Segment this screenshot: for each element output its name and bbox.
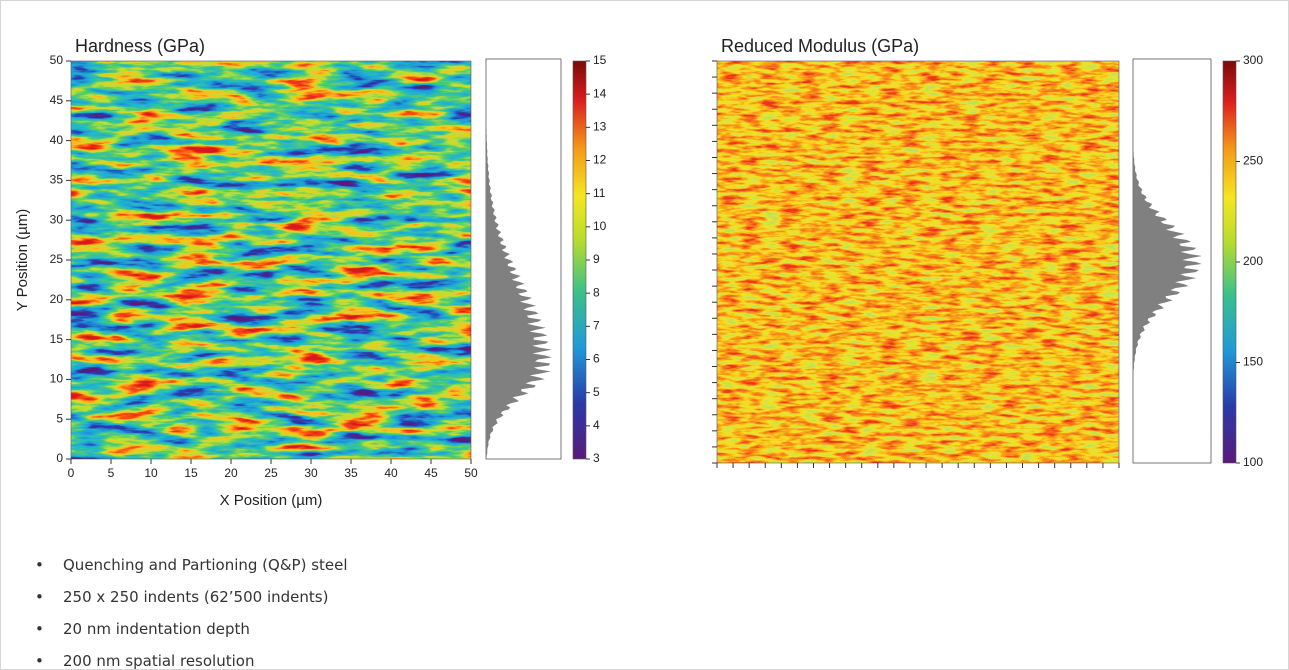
colorbar-tick-label: 7: [593, 319, 600, 333]
x-tick-label: 35: [344, 466, 358, 480]
colorbar: [572, 60, 587, 460]
y-tick-label: 25: [50, 252, 64, 266]
colorbar-tick-label: 4: [593, 418, 600, 432]
colorbar-tick-label: 100: [1243, 455, 1263, 469]
y-tick-label: 5: [56, 411, 63, 425]
x-tick-label: 15: [184, 466, 198, 480]
x-tick-label: 20: [224, 466, 238, 480]
colorbar: [1222, 60, 1237, 464]
y-tick-label: 15: [50, 332, 64, 346]
colorbar-tick-label: 11: [593, 186, 606, 200]
x-tick-label: 50: [464, 466, 478, 480]
x-axis-label: X Position (µm): [220, 492, 323, 509]
x-tick-label: 10: [144, 466, 158, 480]
heatmap: [717, 61, 1119, 463]
y-axis-label: Y Position (µm): [14, 209, 31, 312]
x-tick-label: 45: [424, 466, 438, 480]
colorbar-tick-label: 3: [593, 451, 600, 465]
colorbar-tick-label: 10: [593, 219, 607, 233]
histogram: [1133, 61, 1202, 463]
colorbar-tick-label: 8: [593, 285, 600, 299]
colorbar-tick-label: 14: [593, 86, 607, 100]
colorbar-tick-label: 6: [593, 352, 600, 366]
y-tick-label: 35: [50, 173, 64, 187]
note: 20 nm indentation depth: [35, 613, 348, 645]
y-tick-label: 50: [50, 53, 64, 67]
notes: Quenching and Partioning (Q&P) steel 250…: [35, 549, 348, 669]
note: Quenching and Partioning (Q&P) steel: [35, 549, 348, 581]
x-tick-label: 0: [68, 466, 75, 480]
y-tick-label: 30: [50, 212, 64, 226]
chart-title: Hardness (GPa): [75, 36, 205, 56]
colorbar-tick-label: 200: [1243, 254, 1263, 268]
colorbar-tick-label: 250: [1243, 154, 1263, 168]
x-tick-label: 40: [384, 466, 398, 480]
y-tick-label: 45: [50, 93, 64, 107]
colorbar-tick-label: 15: [593, 53, 607, 67]
x-tick-label: 5: [108, 466, 115, 480]
heatmap: [71, 61, 471, 459]
colorbar-tick-label: 5: [593, 385, 600, 399]
y-tick-label: 0: [56, 451, 63, 465]
note: 200 nm spatial resolution: [35, 645, 348, 669]
colorbar-tick-label: 12: [593, 153, 607, 167]
colorbar-tick-label: 9: [593, 252, 600, 266]
y-tick-label: 20: [50, 292, 64, 306]
x-tick-label: 25: [264, 466, 278, 480]
colorbar-tick-label: 13: [593, 120, 607, 134]
x-tick-label: 30: [304, 466, 318, 480]
histogram: [486, 61, 552, 459]
chart-title: Reduced Modulus (GPa): [721, 36, 919, 56]
colorbar-tick-label: 300: [1243, 53, 1263, 67]
y-tick-label: 40: [50, 133, 64, 147]
colorbar-tick-label: 150: [1243, 355, 1263, 369]
note: 250 x 250 indents (62’500 indents): [35, 581, 348, 613]
plot-frame: [716, 60, 1120, 464]
y-tick-label: 10: [50, 372, 64, 386]
